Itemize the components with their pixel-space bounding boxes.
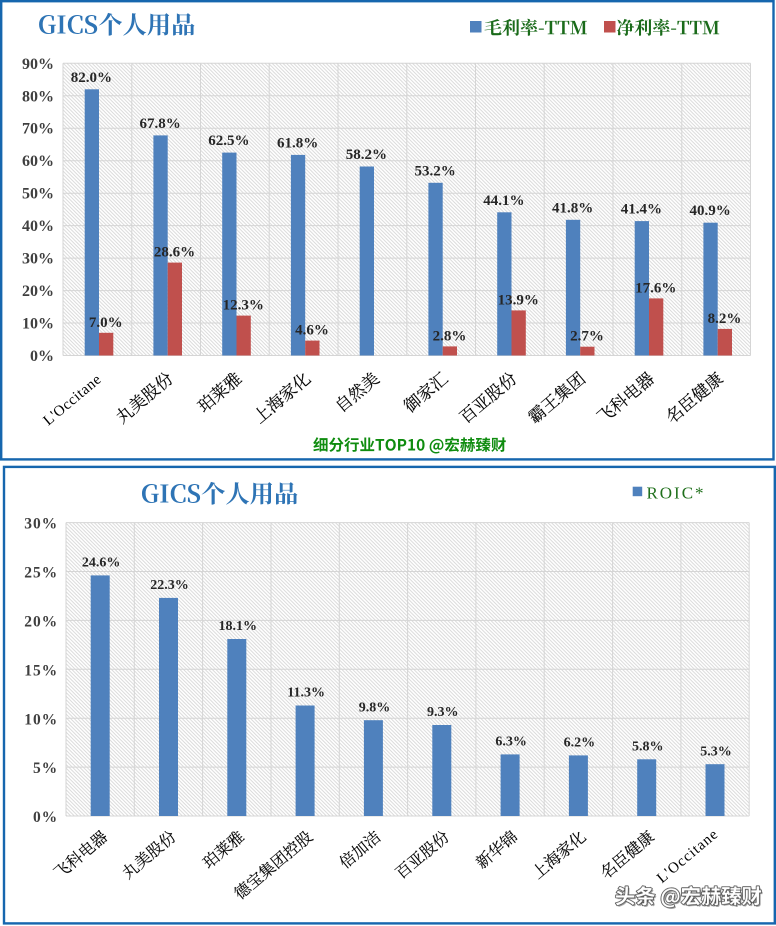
svg-text:9.3%: 9.3% [427, 705, 459, 720]
svg-text:9.8%: 9.8% [359, 700, 391, 715]
svg-text:5.3%: 5.3% [700, 744, 732, 759]
svg-text:22.3%: 22.3% [150, 578, 189, 593]
svg-text:30%: 30% [24, 516, 58, 533]
svg-text:10%: 10% [22, 316, 54, 333]
svg-text:8.2%: 8.2% [708, 311, 742, 327]
svg-text:24.6%: 24.6% [82, 556, 121, 571]
svg-text:40%: 40% [22, 218, 54, 235]
svg-text:53.2%: 53.2% [415, 163, 456, 179]
svg-text:50%: 50% [22, 186, 54, 203]
svg-text:41.8%: 41.8% [552, 200, 593, 216]
svg-text:6.2%: 6.2% [564, 736, 596, 751]
svg-text:28.6%: 28.6% [154, 245, 195, 261]
svg-text:18.1%: 18.1% [219, 619, 258, 634]
svg-text:80%: 80% [22, 88, 54, 105]
svg-text:ROIC*: ROIC* [647, 484, 704, 503]
svg-text:30%: 30% [22, 251, 54, 268]
svg-text:10%: 10% [24, 711, 58, 728]
svg-text:60%: 60% [22, 153, 54, 170]
svg-text:40.9%: 40.9% [690, 203, 731, 219]
svg-text:17.6%: 17.6% [635, 280, 676, 296]
svg-text:0%: 0% [33, 809, 58, 826]
svg-text:82.0%: 82.0% [71, 70, 112, 86]
svg-text:58.2%: 58.2% [346, 147, 387, 163]
svg-text:7.0%: 7.0% [89, 315, 123, 331]
svg-text:67.8%: 67.8% [140, 116, 181, 132]
svg-text:44.1%: 44.1% [483, 193, 524, 209]
svg-text:5.8%: 5.8% [632, 739, 664, 754]
svg-text:6.3%: 6.3% [495, 735, 527, 750]
svg-text:20%: 20% [24, 614, 58, 631]
svg-text:90%: 90% [22, 56, 54, 73]
svg-text:15%: 15% [24, 662, 58, 679]
svg-text:12.3%: 12.3% [223, 298, 264, 314]
svg-text:41.4%: 41.4% [621, 202, 662, 218]
svg-text:0%: 0% [30, 348, 54, 365]
svg-text:11.3%: 11.3% [287, 686, 325, 701]
svg-text:20%: 20% [22, 283, 54, 300]
svg-text:70%: 70% [22, 121, 54, 138]
svg-text:13.9%: 13.9% [498, 292, 539, 308]
svg-text:61.8%: 61.8% [277, 135, 318, 151]
svg-text:62.5%: 62.5% [208, 133, 249, 149]
svg-text:4.6%: 4.6% [295, 323, 329, 339]
svg-text:2.7%: 2.7% [570, 329, 604, 345]
svg-text:5%: 5% [33, 760, 58, 777]
svg-text:2.8%: 2.8% [433, 328, 467, 344]
svg-text:25%: 25% [24, 565, 58, 582]
